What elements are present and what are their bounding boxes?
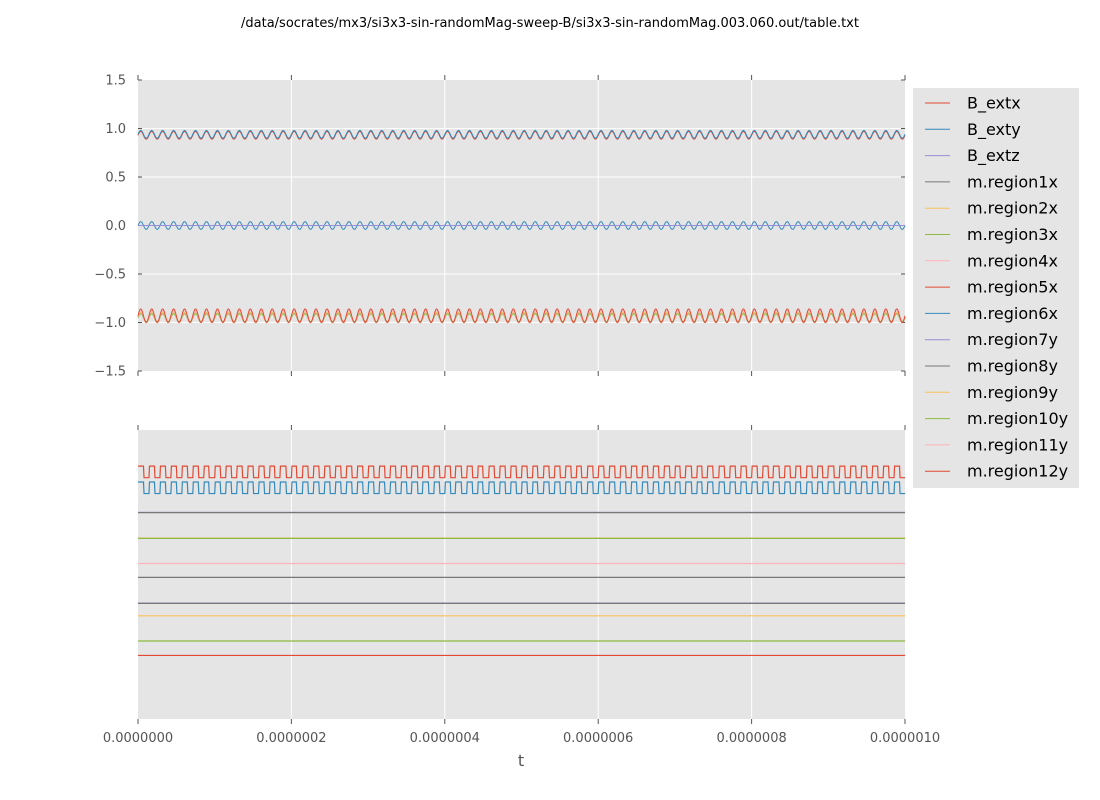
legend: B_extx B_exty B_extz m.region1x m.region2x m.…	[913, 88, 1079, 488]
legend-item: B_extz	[925, 146, 1020, 166]
top-series-line-m-region6x	[137, 129, 906, 139]
legend-background	[913, 88, 1079, 488]
top-series-line-m-region5x	[137, 308, 906, 324]
x-tick-label: 0.0000008	[716, 731, 786, 746]
legend-item: m.region6x	[925, 304, 1058, 323]
legend-label: m.region3x	[967, 225, 1058, 244]
legend-item: B_extx	[925, 94, 1021, 114]
top-series-group	[137, 129, 906, 324]
legend-item: m.region2x	[925, 199, 1058, 218]
top-y-tick-label: 0.5	[105, 171, 126, 186]
chart-title: /data/socrates/mx3/si3x3-sin-randomMag-s…	[241, 16, 859, 31]
bottom-tick-marks	[137, 425, 906, 724]
x-tick-labels: 0.0000000 0.0000002 0.0000004 0.0000006 0.00…	[103, 731, 940, 746]
bottom-panel: 0.0000000 0.0000002 0.0000004 0.0000006 0.00…	[103, 425, 940, 746]
legend-label: m.region12y	[967, 462, 1068, 481]
top-y-tick-label: −0.5	[94, 268, 126, 283]
legend-label: m.region4x	[967, 251, 1058, 270]
top-y-tick-label: 1.5	[105, 74, 126, 89]
bottom-series-line-m-region6x	[138, 481, 905, 495]
legend-label: m.region11y	[967, 435, 1068, 454]
legend-item: m.region12y	[925, 462, 1068, 481]
x-axis-label: t	[518, 751, 524, 770]
legend-label: m.region5x	[967, 278, 1058, 297]
legend-item: m.region3x	[925, 225, 1058, 244]
top-y-tick-label: −1.5	[94, 365, 126, 380]
bottom-series-line-m-region12y	[138, 465, 905, 479]
top-panel: 1.5 1.0 0.5 0.0 −0.5 −1.0 −1.5	[94, 74, 906, 380]
legend-label: m.region7y	[967, 330, 1058, 349]
legend-item: m.region5x	[925, 278, 1058, 297]
top-y-tick-label: 0.0	[105, 219, 126, 234]
top-y-tick-label: −1.0	[94, 316, 126, 331]
legend-label: m.region6x	[967, 304, 1058, 323]
top-y-tick-labels: 1.5 1.0 0.5 0.0 −0.5 −1.0 −1.5	[94, 74, 126, 380]
legend-item: m.region10y	[925, 409, 1068, 428]
legend-label: m.region1x	[967, 172, 1058, 191]
legend-label: m.region9y	[967, 383, 1058, 402]
x-tick-label: 0.0000010	[870, 731, 940, 746]
legend-items: B_extx B_exty B_extz m.region1x m.region2x m.…	[925, 94, 1068, 481]
legend-label: B_extx	[967, 94, 1021, 114]
bottom-series-group	[138, 465, 905, 657]
x-tick-label: 0.0000000	[103, 731, 173, 746]
legend-item: m.region8y	[925, 357, 1058, 376]
top-tick-marks	[137, 75, 906, 376]
legend-item: m.region9y	[925, 383, 1058, 402]
legend-label: B_exty	[967, 120, 1021, 140]
x-tick-label: 0.0000006	[563, 731, 633, 746]
legend-item: m.region1x	[925, 172, 1058, 191]
x-tick-label: 0.0000004	[410, 731, 480, 746]
legend-item: B_exty	[925, 120, 1021, 140]
legend-label: m.region10y	[967, 409, 1068, 428]
legend-label: m.region8y	[967, 357, 1058, 376]
legend-item: m.region7y	[925, 330, 1058, 349]
legend-item: m.region11y	[925, 435, 1068, 454]
legend-label: m.region2x	[967, 199, 1058, 218]
legend-item: m.region4x	[925, 251, 1058, 270]
legend-label: B_extz	[967, 146, 1020, 166]
x-tick-label: 0.0000002	[256, 731, 326, 746]
top-y-tick-label: 1.0	[105, 122, 126, 137]
